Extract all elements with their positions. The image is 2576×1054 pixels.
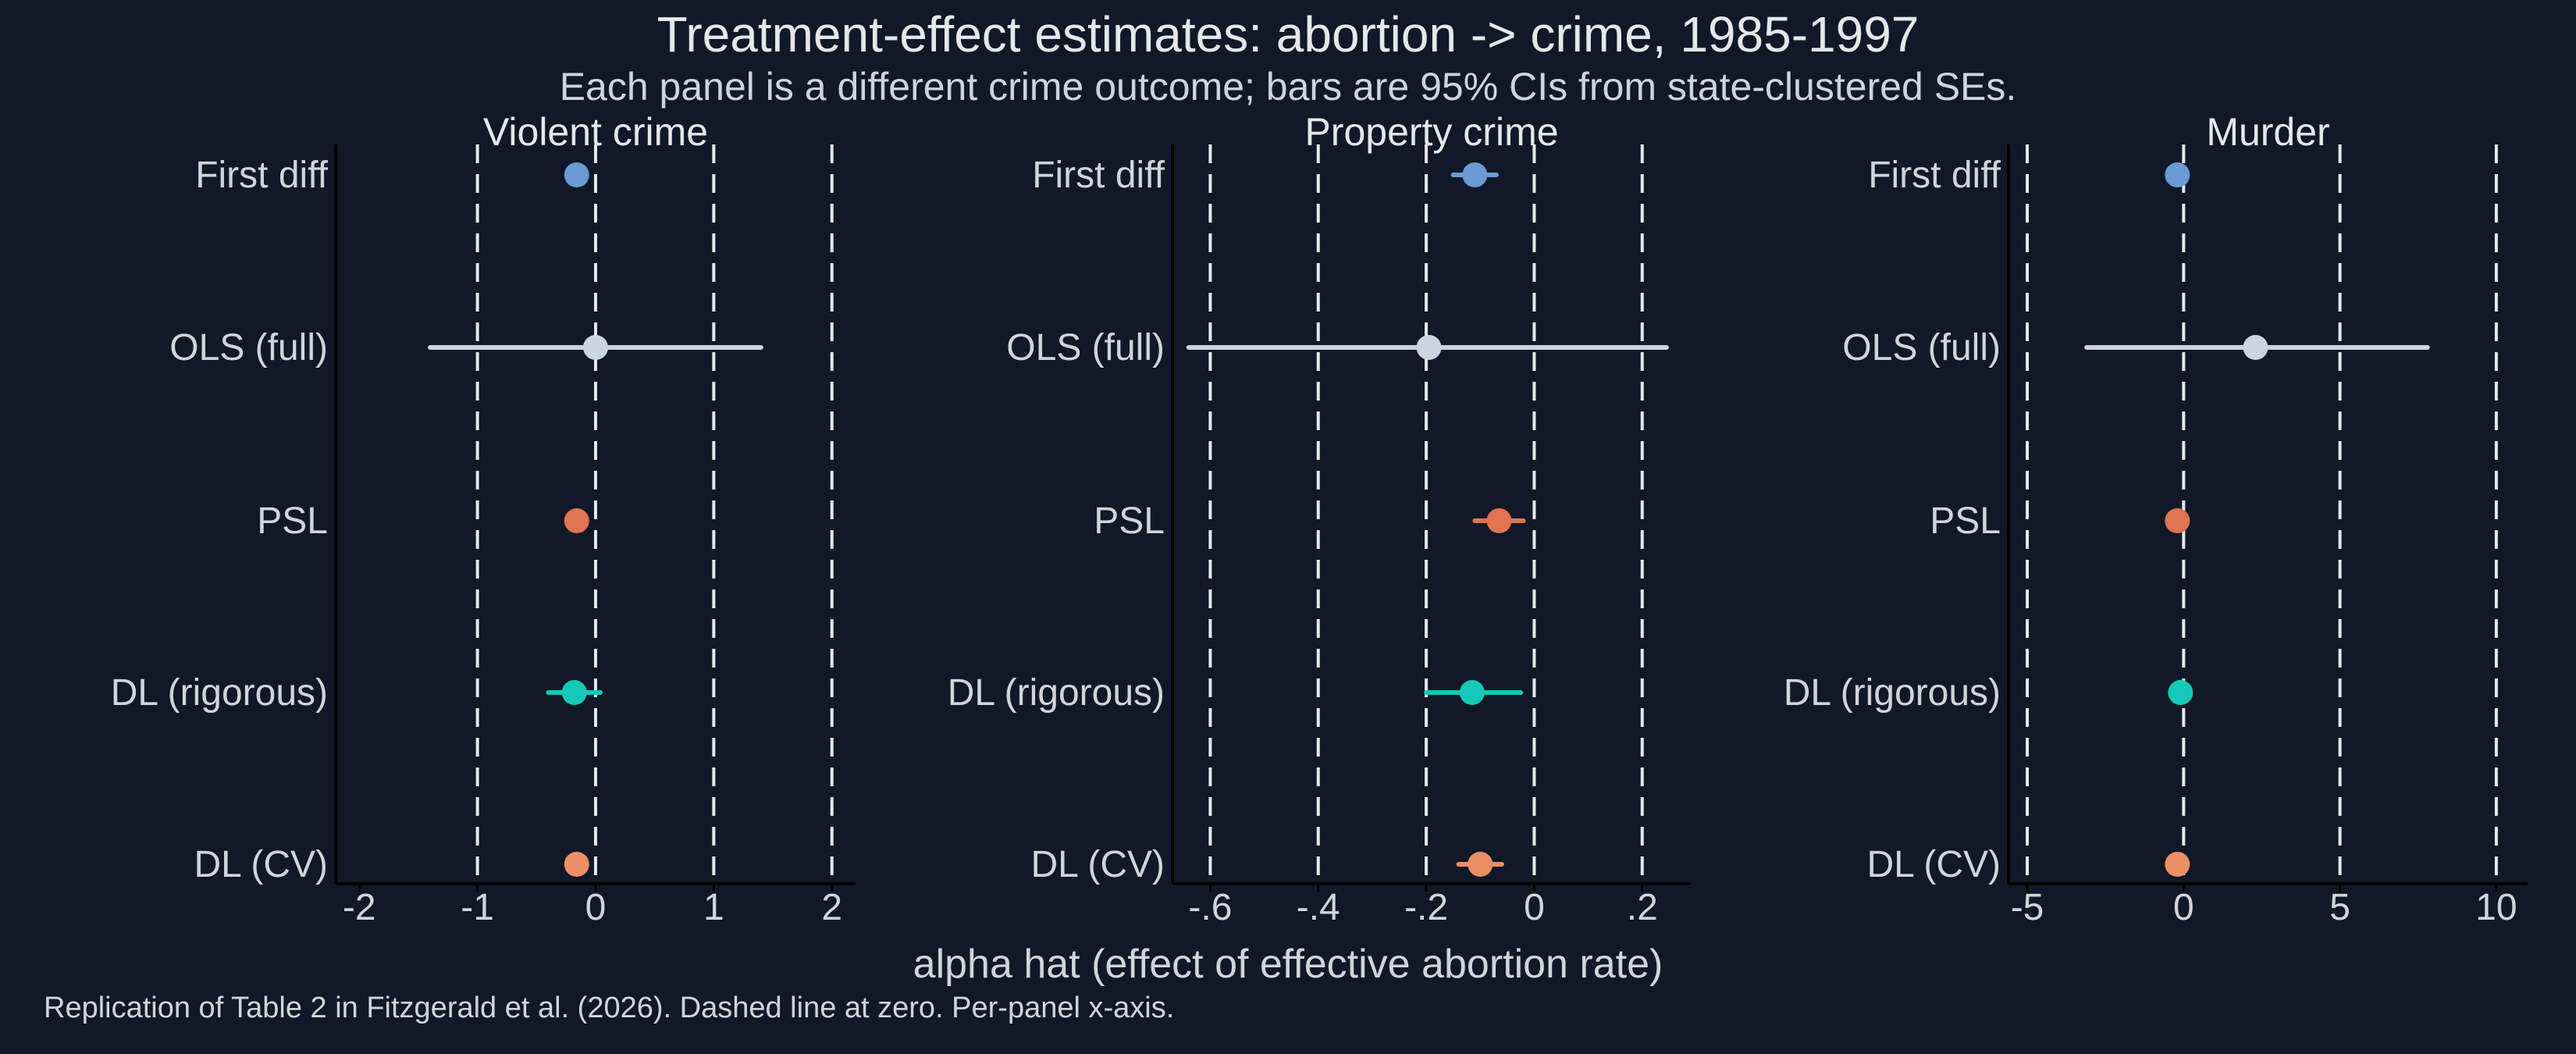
point-estimate (564, 508, 589, 533)
x-tick-label: 0 (2173, 887, 2194, 928)
y-tick-label: PSL (257, 500, 328, 542)
x-tick-label: -5 (2011, 887, 2044, 928)
y-tick-label: DL (CV) (194, 844, 328, 885)
x-tick-label: -2 (343, 887, 376, 928)
x-tick-label: -.2 (1404, 887, 1448, 928)
y-tick-label: First diff (1032, 155, 1165, 196)
chart-title: Treatment-effect estimates: abortion -> … (657, 6, 1920, 62)
y-tick-label: First diff (195, 155, 328, 196)
point-estimate (2165, 162, 2190, 187)
panel-2: Property crime -.6 -.4 -.2 0 .2 First diff OLS … (948, 110, 1691, 928)
chart-subtitle: Each panel is a different crime outcome;… (560, 65, 2017, 109)
y-tick-label: OLS (full) (1006, 327, 1165, 369)
point-estimate (1462, 162, 1488, 187)
y-tick-label: DL (rigorous) (948, 672, 1165, 714)
point-estimate (2168, 680, 2194, 705)
y-tick-label: DL (CV) (1866, 844, 2001, 885)
point-estimate (564, 852, 589, 877)
point-estimate (1459, 680, 1485, 705)
x-tick-label: 10 (2475, 887, 2517, 928)
x-tick-label: 2 (821, 887, 842, 928)
point-estimate (564, 162, 589, 187)
x-tick-label: 0 (1524, 887, 1545, 928)
y-tick-label: PSL (1094, 500, 1165, 542)
y-tick-label: DL (rigorous) (1784, 672, 2001, 714)
panel-title: Property crime (1304, 110, 1558, 154)
point-estimate (1486, 508, 1512, 533)
x-tick-label: .2 (1627, 887, 1658, 928)
point-estimate (2165, 508, 2190, 533)
x-tick-label: -1 (461, 887, 494, 928)
point-estimate (1416, 335, 1442, 360)
x-axis-label: alpha hat (effect of effective abortion … (913, 942, 1663, 987)
y-tick-label: DL (CV) (1030, 844, 1165, 885)
y-tick-label: OLS (full) (1842, 327, 2001, 369)
x-tick-label: -.4 (1297, 887, 1340, 928)
y-tick-label: OLS (full) (169, 327, 328, 369)
x-tick-label: -.6 (1188, 887, 1232, 928)
y-tick-label: DL (rigorous) (111, 672, 328, 714)
point-estimate (561, 680, 587, 705)
panel-3: Murder -5 0 5 10 First diff OLS (full) PSL DL (r… (1784, 110, 2528, 928)
point-estimate (1468, 852, 1493, 877)
panel-title: Murder (2206, 110, 2329, 154)
x-tick-label: 0 (585, 887, 607, 928)
chart-caption: Replication of Table 2 in Fitzgerald et … (44, 992, 1174, 1024)
y-tick-label: PSL (1930, 500, 2001, 542)
x-tick-label: 5 (2329, 887, 2350, 928)
y-tick-label: First diff (1868, 155, 2001, 196)
point-estimate (583, 335, 608, 360)
point-estimate (2243, 335, 2268, 360)
x-tick-label: 1 (703, 887, 724, 928)
point-estimate (2165, 852, 2190, 877)
